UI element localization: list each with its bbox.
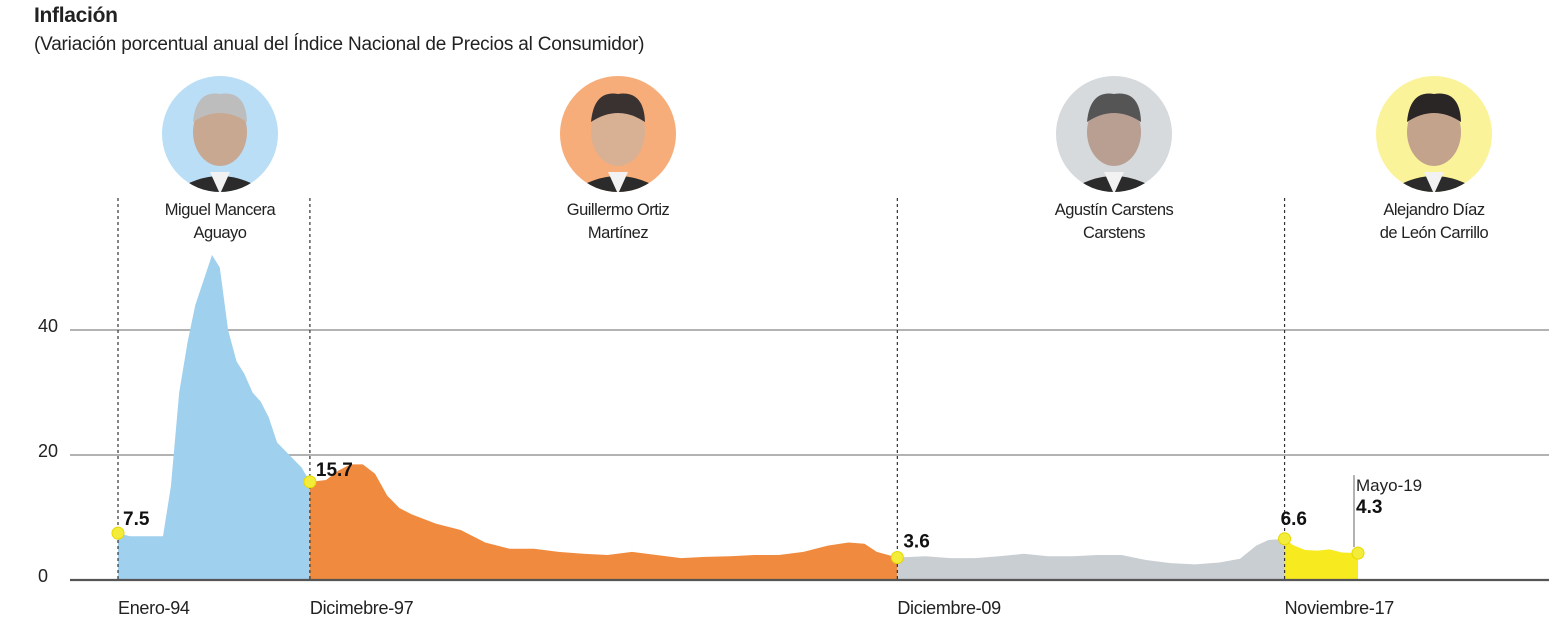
avatar-shirt-diaz	[1424, 172, 1444, 192]
value-markers	[111, 475, 1365, 564]
x-label-mancera: Enero-94	[118, 598, 190, 618]
area-mancera	[118, 255, 310, 580]
avatar-mancera-person-portrait-icon	[162, 76, 278, 192]
avatar-diaz-person-portrait-icon	[1376, 76, 1492, 192]
value-label-2: 3.6	[903, 532, 929, 553]
marker-0	[111, 526, 125, 540]
value-label-1: 15.7	[316, 460, 353, 481]
avatar-shirt-mancera	[210, 172, 230, 192]
area-carstens	[897, 538, 1285, 580]
marker-4	[1351, 546, 1365, 560]
marker-3	[1278, 532, 1292, 546]
avatar-hair-carstens	[1087, 93, 1141, 122]
gov-name-diaz-1: Alejandro Díaz	[1383, 201, 1484, 219]
chart-subtitle: (Variación porcentual anual del Índice N…	[34, 34, 645, 55]
gov-name-mancera-2: Aguayo	[194, 224, 247, 242]
chart-labels: Enero-94 Dicimebre-97 Diciembre-09 Noviembr…	[118, 460, 1422, 618]
gov-name-carstens-2: Carstens	[1083, 224, 1145, 242]
value-label-3: 6.6	[1281, 509, 1307, 530]
marker-1	[303, 475, 317, 489]
value-label-4: 4.3	[1356, 497, 1382, 518]
y-tick-label-20: 20	[38, 441, 58, 461]
marker-2	[890, 551, 904, 564]
x-label-ortiz: Dicimebre-97	[310, 598, 414, 618]
gov-name-mancera-1: Miguel Mancera	[165, 201, 277, 219]
avatar-shirt-ortiz	[608, 172, 628, 192]
area-diaz	[1284, 538, 1358, 580]
annotation-label-4: Mayo-19	[1356, 476, 1422, 495]
governor-dividers	[117, 198, 1286, 580]
area-ortiz	[309, 464, 898, 580]
avatar-shirt-carstens	[1104, 172, 1124, 192]
avatar-hair-ortiz	[591, 93, 645, 122]
y-tick-label-40: 40	[38, 316, 58, 336]
gov-name-ortiz-2: Martínez	[588, 224, 648, 242]
avatar-carstens-person-portrait-icon	[1056, 76, 1172, 192]
avatar-hair-mancera	[193, 93, 247, 122]
avatar-ortiz-person-portrait-icon	[560, 76, 676, 192]
governor-avatars	[162, 76, 1492, 192]
area-series	[118, 255, 1358, 580]
gov-name-carstens-1: Agustín Carstens	[1055, 201, 1174, 219]
avatar-figure-diaz	[1382, 93, 1486, 192]
chart-title: Inflación	[34, 4, 118, 27]
governor-names: Miguel Mancera Aguayo Guillermo Ortiz Ma…	[165, 201, 1489, 242]
gov-name-diaz-2: de León Carrillo	[1380, 224, 1489, 242]
x-label-carstens: Diciembre-09	[897, 598, 1001, 618]
avatar-hair-diaz	[1407, 93, 1461, 122]
value-label-0: 7.5	[123, 509, 150, 530]
grid-lines: 0 20 40	[38, 316, 1549, 586]
x-label-diaz: Noviembre-17	[1285, 598, 1395, 618]
gov-name-ortiz-1: Guillermo Ortiz	[567, 201, 670, 219]
y-tick-label-0: 0	[38, 566, 48, 586]
